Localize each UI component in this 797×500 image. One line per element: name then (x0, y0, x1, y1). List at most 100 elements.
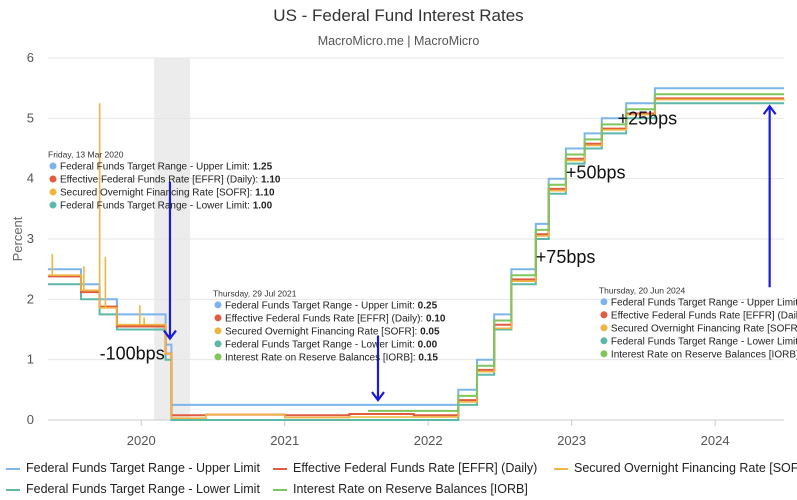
tooltip-dot-upper (214, 301, 222, 309)
series-lines (48, 87, 785, 421)
tooltip-dot-upper (49, 162, 57, 170)
tooltip-row: Federal Funds Target Range - Upper Limit… (611, 297, 797, 308)
tooltip-row-value: 1.00 (253, 201, 273, 212)
series-line-effr (48, 97, 784, 417)
tooltip: Friday, 13 Mar 2020 Federal Funds Target … (48, 150, 281, 212)
x-tick-label: 2020 (127, 433, 156, 448)
tooltip-row-label: Interest Rate on Reserve Balances [IORB]… (225, 352, 418, 363)
legend-item-upper[interactable]: Federal Funds Target Range - Upper Limit (6, 461, 260, 475)
tooltip-dot-effr (600, 311, 608, 319)
tooltip-row: Interest Rate on Reserve Balances [IORB]… (611, 349, 797, 360)
tooltip-row: Federal Funds Target Range - Upper Limit… (225, 300, 438, 311)
tooltip-dot-iorb (214, 353, 222, 361)
tooltip-row: Effective Federal Funds Rate [EFFR] (Dai… (60, 175, 281, 186)
tooltip-row-label: Secured Overnight Financing Rate [SOFR]: (60, 188, 255, 199)
tooltip-date: Thursday, 20 Jun 2024 (599, 285, 686, 295)
tooltip-dot-sofr (600, 324, 608, 332)
annotation-label: -100bps (100, 344, 165, 364)
arrow (163, 181, 177, 341)
y-tick-label: 0 (27, 412, 34, 427)
tooltip-row: Secured Overnight Financing Rate [SOFR]:… (60, 188, 275, 199)
tooltip-row: Federal Funds Target Range - Lower Limit… (611, 336, 797, 347)
tooltip-row-label: Federal Funds Target Range - Upper Limit… (611, 297, 797, 308)
legend-label: Federal Funds Target Range - Lower Limit (26, 482, 260, 496)
legend-swatch (273, 488, 287, 491)
tooltip-dot-lower (49, 201, 57, 209)
tooltip-row-label: Interest Rate on Reserve Balances [IORB]… (611, 349, 797, 360)
tooltip-date: Thursday, 29 Jul 2021 (213, 288, 297, 298)
tooltip-row: Effective Federal Funds Rate [EFFR] (Dai… (611, 310, 797, 321)
tooltip-date: Friday, 13 Mar 2020 (48, 150, 124, 160)
legend-label: Interest Rate on Reserve Balances [IORB] (293, 482, 528, 496)
tooltip-row-label: Secured Overnight Financing Rate [SOFR]: (225, 326, 420, 337)
y-tick-label: 4 (27, 171, 34, 186)
tooltip-row: Federal Funds Target Range - Lower Limit… (225, 339, 438, 350)
tooltip-dot-iorb (600, 350, 608, 358)
tooltip-dot-effr (49, 175, 57, 183)
tooltip-row-label: Federal Funds Target Range - Lower Limit… (60, 201, 253, 212)
y-tick-label: 1 (27, 352, 34, 367)
tooltip-row-value: 0.25 (418, 300, 438, 311)
tooltip-row-label: Effective Federal Funds Rate [EFFR] (Dai… (611, 310, 797, 321)
annotations: -100bps +75bps +50bps +25bps (100, 108, 677, 363)
x-axis-ticks: 2020 2021 2022 2023 2024 (48, 419, 784, 448)
legend-swatch (554, 467, 568, 470)
tooltip-row: Effective Federal Funds Rate [EFFR] (Dai… (225, 313, 446, 324)
arrows (163, 104, 777, 402)
tooltip-row-label: Secured Overnight Financing Rate [SOFR]: (611, 323, 797, 334)
legend-item-lower[interactable]: Federal Funds Target Range - Lower Limit (6, 482, 260, 496)
tooltip-row-label: Federal Funds Target Range - Lower Limit… (225, 339, 418, 350)
chart-title: US - Federal Fund Interest Rates (273, 6, 524, 25)
tooltip-dot-upper (600, 298, 608, 306)
y-tick-label: 2 (27, 291, 34, 306)
y-tick-label: 3 (27, 231, 34, 246)
tooltip-dot-lower (600, 337, 608, 345)
tooltip-row: Secured Overnight Financing Rate [SOFR]:… (611, 323, 797, 334)
y-axis-label: Percent (10, 216, 25, 261)
chart-subtitle: MacroMicro.me | MacroMicro (317, 34, 480, 48)
tooltip-dot-sofr (49, 188, 57, 196)
tooltip-row-label: Federal Funds Target Range - Lower Limit… (611, 336, 797, 347)
tooltip: Thursday, 20 Jun 2024 Federal Funds Targe… (599, 285, 797, 360)
arrow (371, 335, 385, 402)
y-tick-label: 5 (27, 110, 34, 125)
tooltip-row-value: 1.10 (255, 188, 275, 199)
tooltip-row-value: 1.10 (261, 175, 281, 186)
legend-swatch (273, 467, 287, 470)
tooltip: Thursday, 29 Jul 2021 Federal Funds Targe… (213, 288, 446, 363)
tooltip-row-label: Federal Funds Target Range - Upper Limit… (225, 300, 418, 311)
tooltip-row-value: 0.00 (418, 339, 438, 350)
legend-item-sofr[interactable]: Secured Overnight Financing Rate [SOFR] (554, 461, 797, 475)
chart-svg: 0 1 2 3 4 5 6 2020 2021 2022 2023 2024 Percent -10… (10, 50, 797, 448)
x-tick-label: 2023 (557, 433, 586, 448)
legend-swatch (6, 488, 20, 491)
tooltip-row-value: 0.15 (418, 352, 438, 363)
tooltip-row-value: 1.25 (253, 162, 273, 173)
y-axis-ticks: 0 1 2 3 4 5 6 (27, 50, 34, 427)
legend-item-effr[interactable]: Effective Federal Funds Rate [EFFR] (Dai… (273, 461, 537, 475)
annotation-label: +25bps (618, 108, 678, 128)
legend-label: Secured Overnight Financing Rate [SOFR] (574, 461, 797, 475)
tooltip-row-label: Effective Federal Funds Rate [EFFR] (Dai… (60, 175, 261, 186)
annotation-label: +75bps (536, 247, 596, 267)
legend-swatch (6, 467, 20, 470)
legend-item-iorb[interactable]: Interest Rate on Reserve Balances [IORB] (273, 482, 528, 496)
x-tick-label: 2022 (414, 433, 443, 448)
x-tick-label: 2024 (701, 433, 730, 448)
annotation-label: +50bps (566, 163, 626, 183)
arrow (762, 104, 777, 288)
tooltip-dot-lower (214, 340, 222, 348)
tooltip-row-label: Federal Funds Target Range - Upper Limit… (60, 162, 253, 173)
tooltip-row: Federal Funds Target Range - Upper Limit… (60, 162, 273, 173)
series-line-iorb (367, 93, 784, 412)
tooltips: Friday, 13 Mar 2020 Federal Funds Target … (48, 150, 797, 364)
tooltip-row: Secured Overnight Financing Rate [SOFR]:… (225, 326, 440, 337)
tooltip-dot-effr (214, 314, 222, 322)
y-tick-label: 6 (27, 50, 34, 65)
tooltip-row-value: 0.10 (426, 313, 446, 324)
x-tick-label: 2021 (270, 433, 299, 448)
tooltip-row-value: 0.05 (420, 326, 440, 337)
tooltip-row: Federal Funds Target Range - Lower Limit… (60, 201, 273, 212)
legend-label: Federal Funds Target Range - Upper Limit (26, 461, 260, 475)
legend-label: Effective Federal Funds Rate [EFFR] (Dai… (293, 461, 538, 475)
